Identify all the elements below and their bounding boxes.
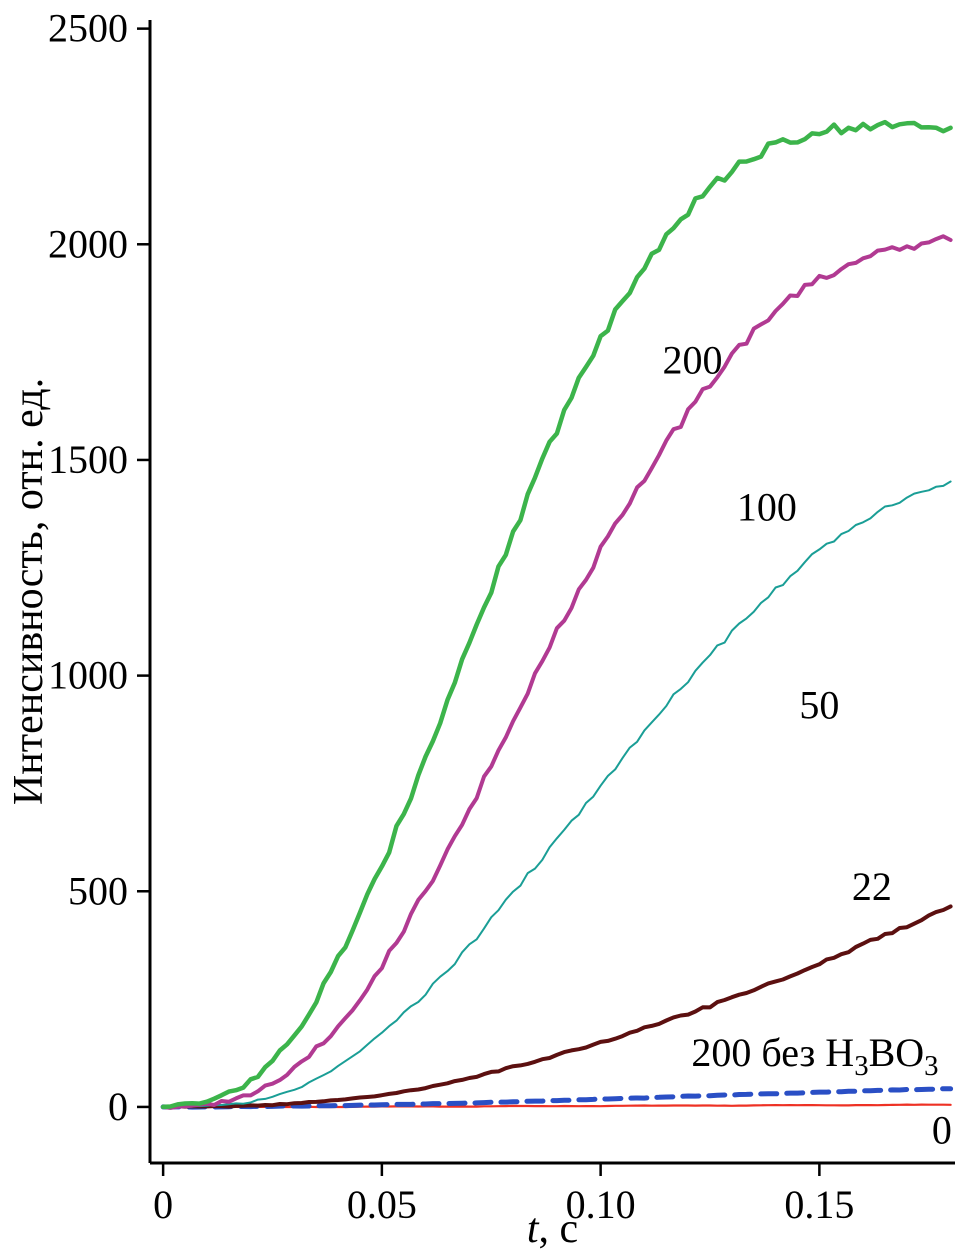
x-tick-label: 0.15 bbox=[784, 1182, 854, 1227]
series-label-200: 200 bbox=[663, 338, 723, 383]
y-axis-label: Интенсивность, отн. ед. bbox=[6, 378, 52, 805]
y-tick-label: 1500 bbox=[48, 437, 128, 482]
y-tick-label: 500 bbox=[68, 868, 128, 913]
y-tick-label: 0 bbox=[108, 1084, 128, 1129]
series-line-100 bbox=[161, 234, 953, 1110]
series-line-50 bbox=[162, 480, 952, 1108]
series-line-22 bbox=[161, 904, 953, 1110]
x-tick-label: 0.10 bbox=[566, 1182, 636, 1227]
series-label-0: 0 bbox=[932, 1108, 952, 1153]
series-label-50: 50 bbox=[799, 683, 839, 728]
series-label-100: 100 bbox=[737, 484, 797, 529]
y-tick-label: 1000 bbox=[48, 653, 128, 698]
series-line-200 bbox=[160, 119, 953, 1110]
series-label-22: 22 bbox=[852, 864, 892, 909]
x-tick-label: 0.05 bbox=[347, 1182, 417, 1227]
x-tick-label: 0 bbox=[153, 1182, 173, 1227]
y-tick-label: 2500 bbox=[48, 6, 128, 51]
series-label-200-bez-H3BO3: 200 без H3BO3 bbox=[691, 1030, 938, 1082]
x-axis-label: t, с bbox=[527, 1206, 578, 1252]
series-line-200-без-H3BO3 bbox=[160, 1086, 954, 1110]
y-tick-label: 2000 bbox=[48, 221, 128, 266]
